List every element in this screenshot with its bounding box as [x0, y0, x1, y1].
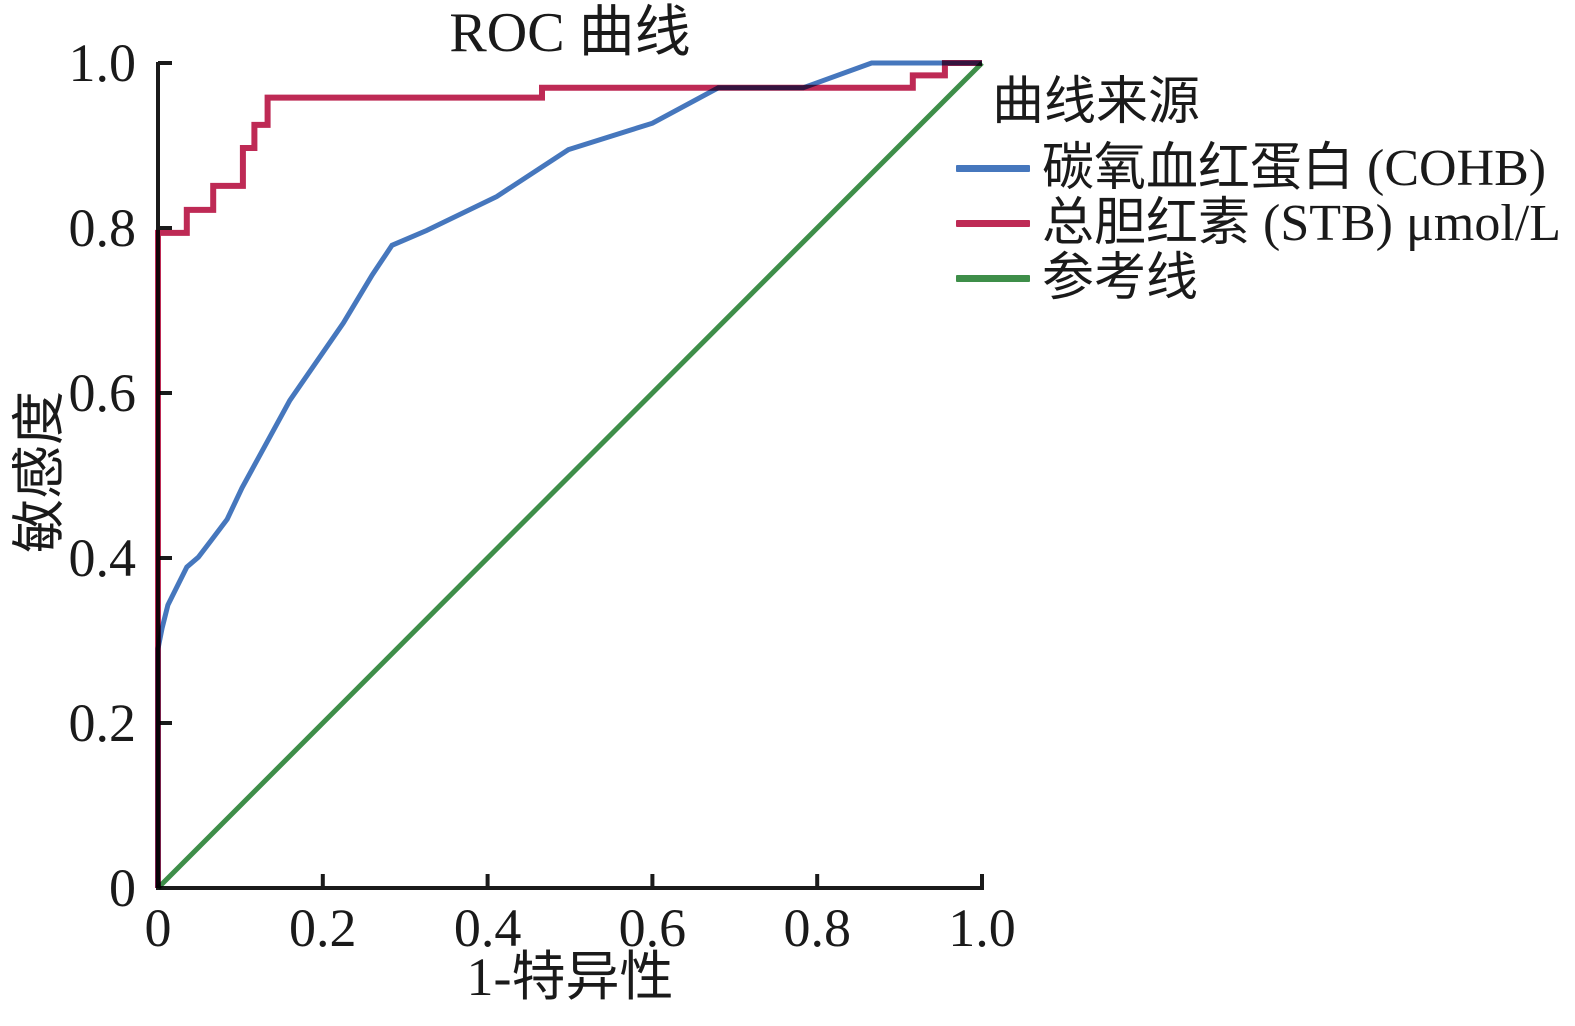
legend-label-cohb: 碳氧血红蛋白 (COHB)	[1042, 139, 1547, 197]
x-tick-label: 1.0	[948, 898, 1016, 958]
legend-swatch-cohb	[956, 165, 1030, 173]
legend-item-stb: 总胆红素 (STB) μmol/L	[956, 196, 1561, 251]
x-axis-label: 1-特异性	[466, 947, 674, 1007]
curve-cohb	[155, 60, 982, 888]
legend: 曲线来源 碳氧血红蛋白 (COHB) 总胆红素 (STB) μmol/L 参考线	[956, 72, 1561, 306]
legend-title: 曲线来源	[992, 74, 1201, 131]
y-tick-label: 0.4	[69, 528, 137, 588]
y-tick-label: 1.0	[69, 33, 137, 93]
curve-reference	[156, 61, 984, 890]
legend-item-cohb: 碳氧血红蛋白 (COHB)	[956, 141, 1561, 196]
curve-stb	[155, 60, 982, 888]
y-tick-label: 0.8	[69, 198, 137, 258]
legend-swatch-stb	[956, 220, 1030, 228]
legend-label-stb: 总胆红素 (STB) μmol/L	[1042, 194, 1561, 252]
x-tick-label: 0.8	[783, 898, 851, 958]
x-tick-label: 0.2	[289, 898, 357, 958]
legend-label-reference: 参考线	[1042, 249, 1199, 307]
y-axis-label: 敏感度	[9, 391, 70, 553]
x-tick-label: 0.4	[454, 898, 522, 958]
x-tick-label: 0	[145, 898, 172, 958]
y-tick-label: 0.2	[69, 693, 137, 753]
y-tick-label: 0	[109, 858, 136, 918]
legend-items: 碳氧血红蛋白 (COHB) 总胆红素 (STB) μmol/L 参考线	[956, 141, 1561, 306]
chart-title: ROC 曲线	[449, 2, 691, 64]
legend-swatch-reference	[956, 275, 1030, 283]
x-tick-label: 0.6	[619, 898, 687, 958]
y-tick-label: 0.6	[69, 363, 137, 423]
legend-item-reference: 参考线	[956, 251, 1561, 306]
